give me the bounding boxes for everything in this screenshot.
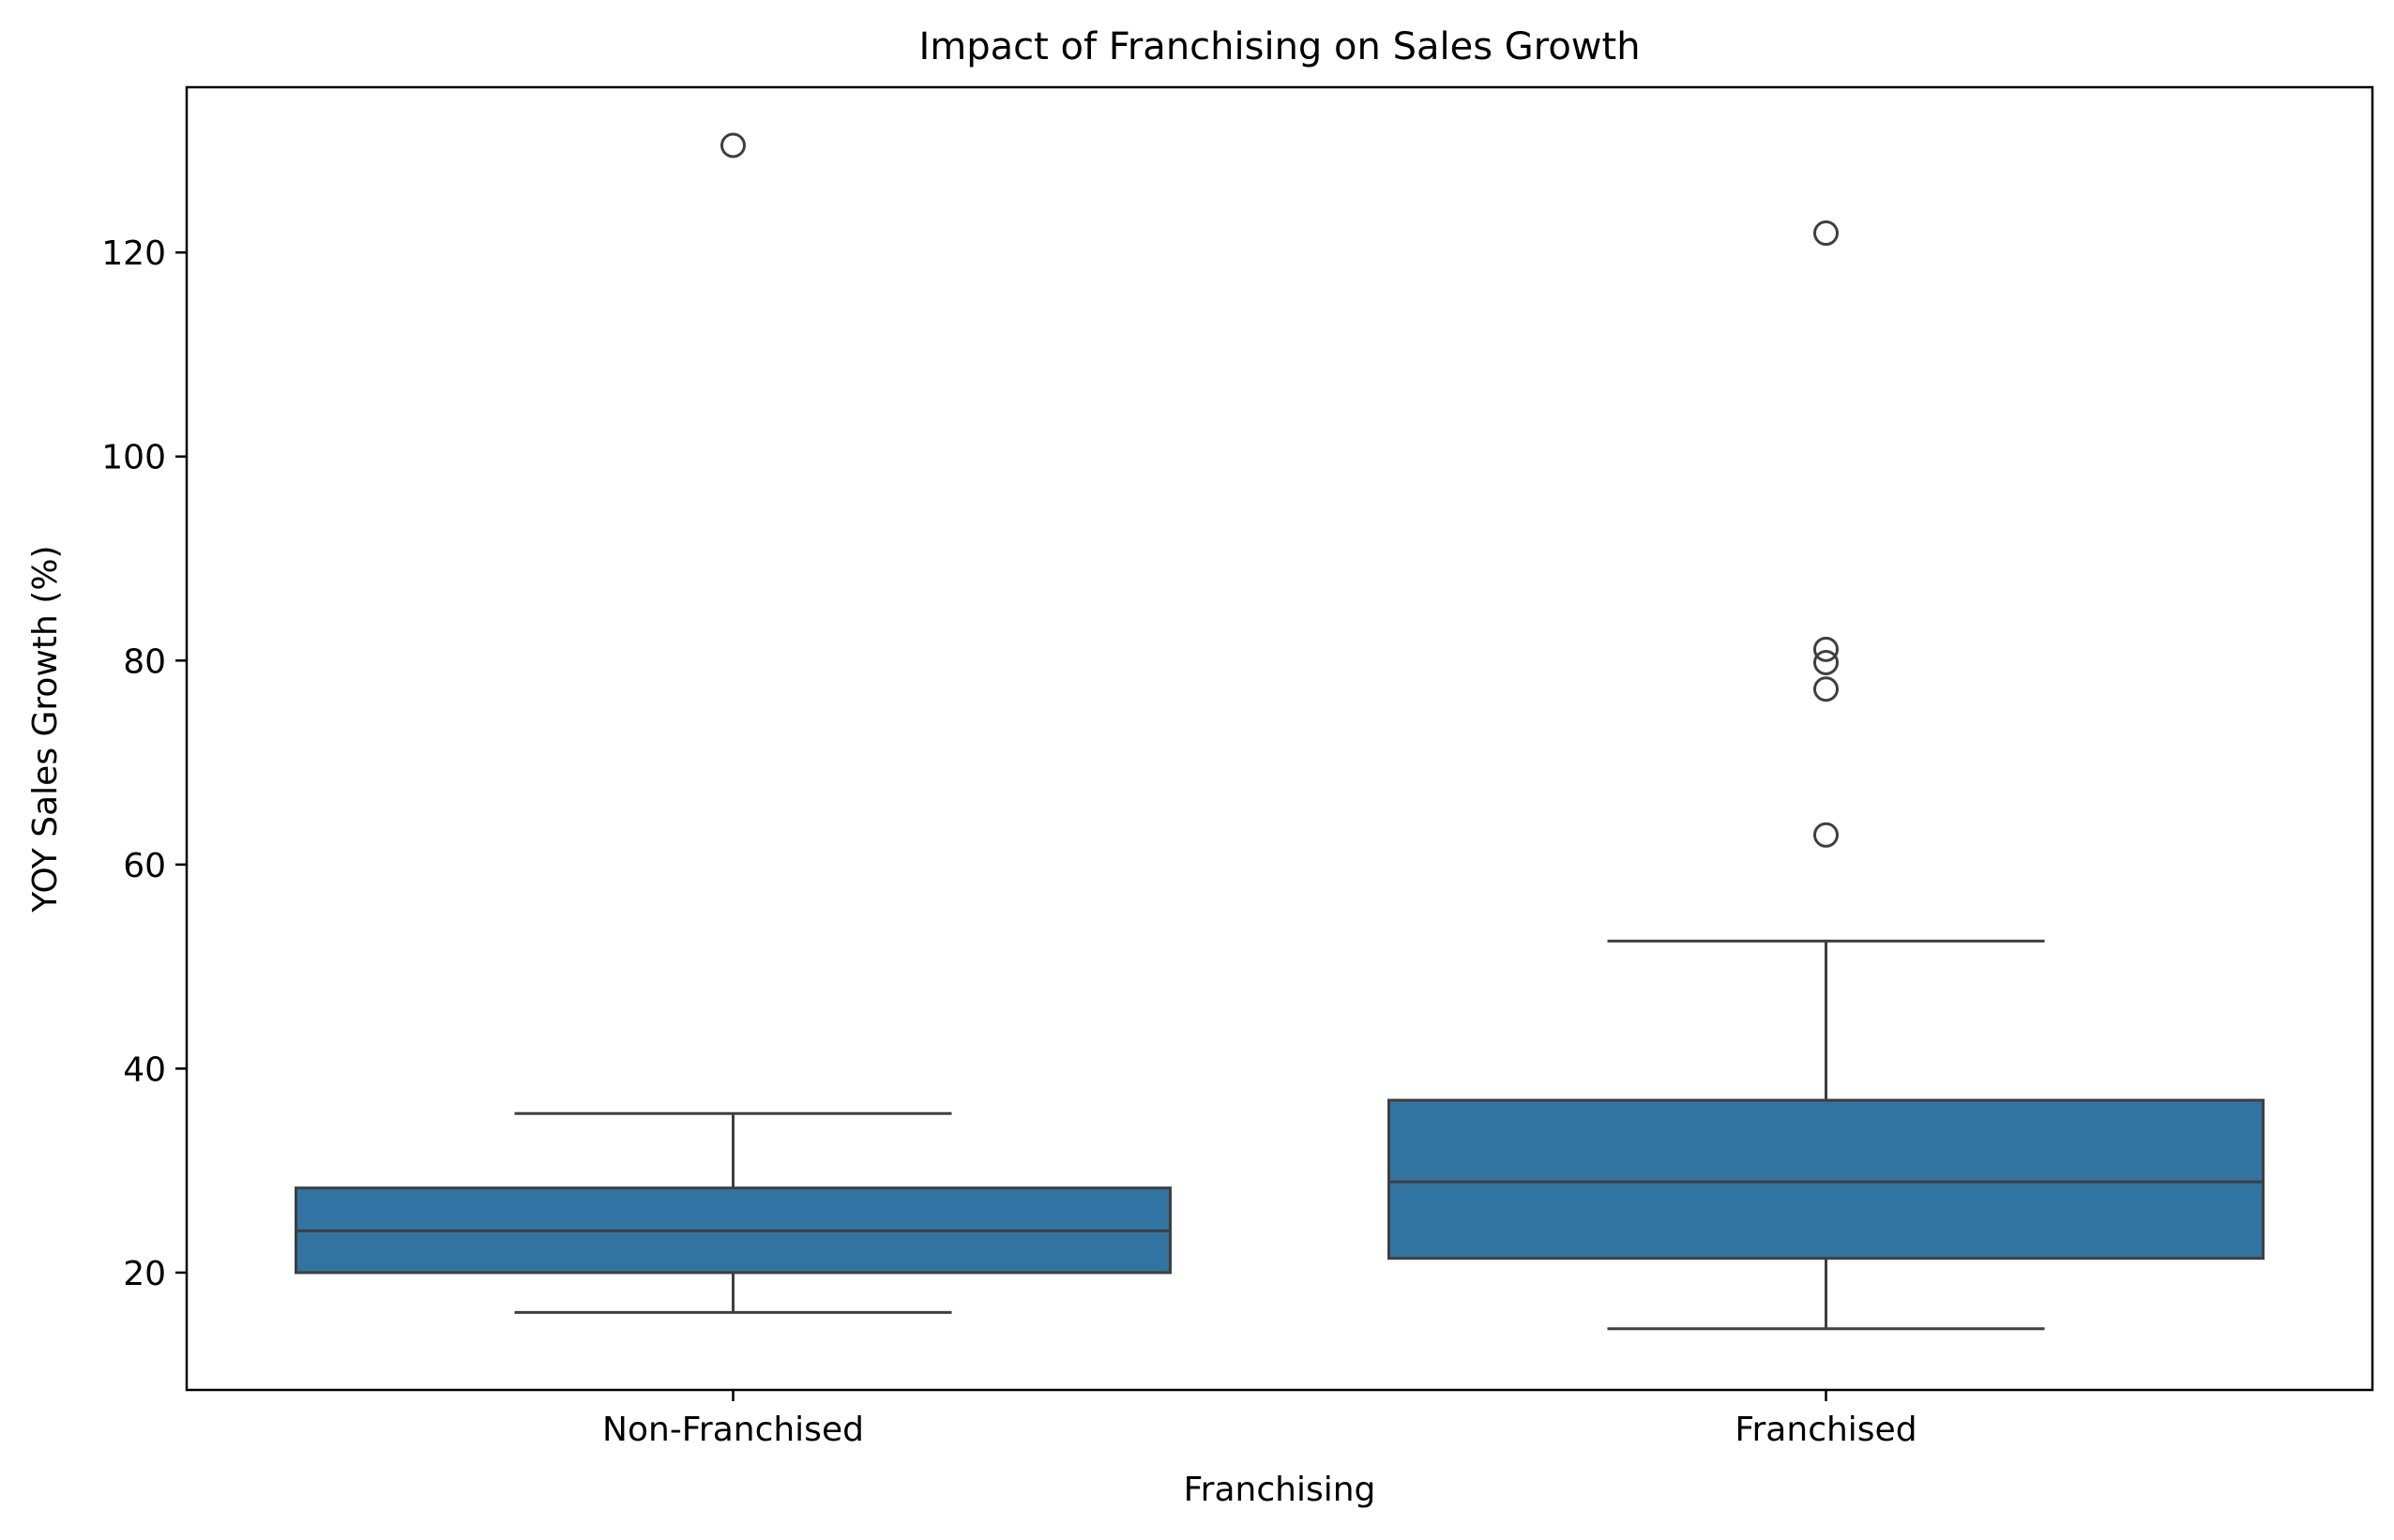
outlier-point-franchised-1 (1813, 220, 1839, 247)
y-tick-label-60: 60 (123, 847, 166, 885)
y-axis-label: YOY Sales Growth (%) (26, 545, 65, 913)
y-tick-label-120: 120 (101, 234, 166, 273)
outlier-point-franchised-2 (1813, 636, 1839, 662)
x-tick-label-franchised: Franchised (1735, 1411, 1917, 1449)
outlier-point-non-franchised-1 (720, 132, 746, 159)
outlier-point-franchised-3 (1813, 649, 1839, 675)
axes-frame (185, 85, 2374, 1392)
y-tick-label-40: 40 (123, 1050, 166, 1089)
y-tick-label-20: 20 (123, 1255, 166, 1293)
x-tick-label-non-franchised: Non-Franchised (602, 1411, 864, 1449)
y-tick-label-100: 100 (101, 439, 166, 477)
outlier-point-franchised-5 (1813, 822, 1839, 848)
box-franchised (1387, 1098, 2265, 1261)
outlier-point-franchised-4 (1813, 676, 1839, 702)
chart-title: Impact of Franchising on Sales Growth (918, 25, 1640, 68)
plot-area: 20 40 60 80 100 120 Non-Franchised Franchised (101, 85, 2374, 1449)
y-tick-label-80: 80 (123, 642, 166, 681)
x-axis-label: Franchising (1184, 1471, 1376, 1509)
